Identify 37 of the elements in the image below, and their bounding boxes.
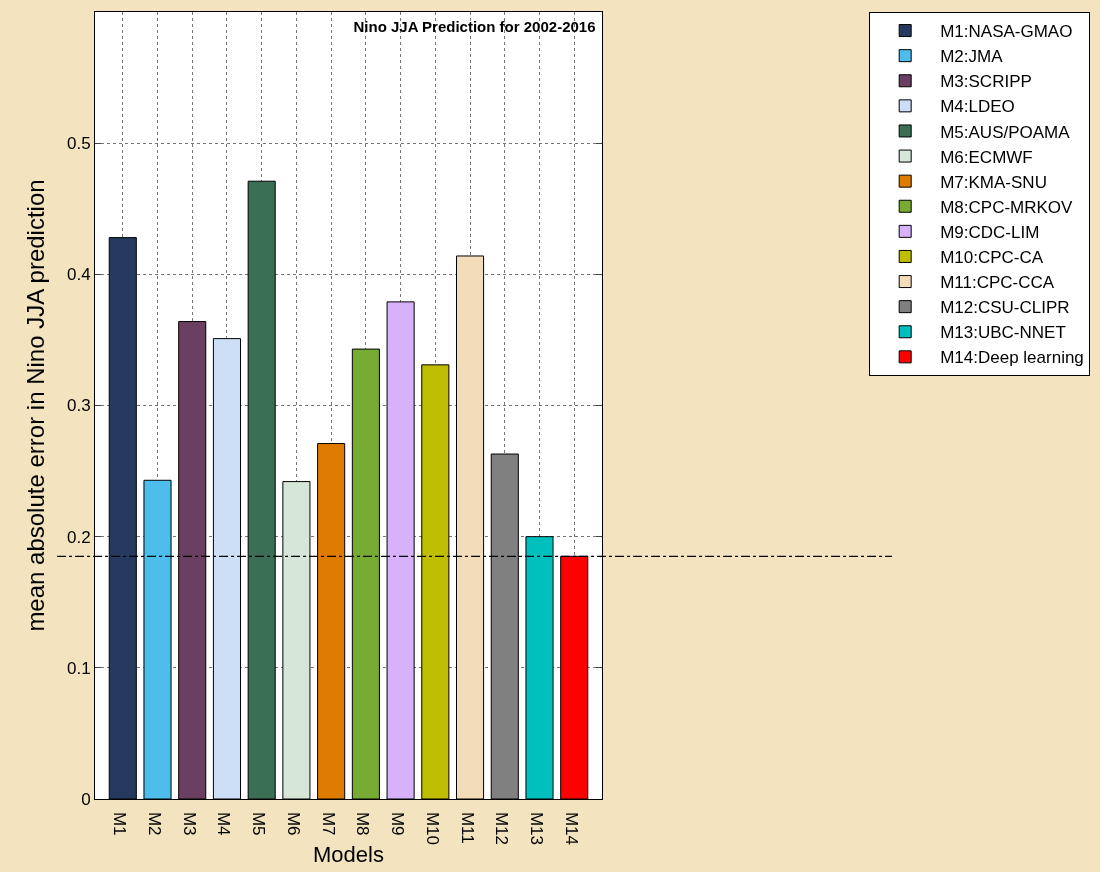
x-tick-label: M6: [283, 811, 303, 836]
legend-label: M4:LDEO: [940, 97, 1015, 117]
legend-label: M8:CPC-MRKOV: [940, 197, 1074, 217]
x-tick-label: M13: [527, 811, 546, 845]
legend-label: M14:Deep learning: [940, 348, 1084, 368]
y-tick-label: 0.3: [66, 396, 91, 416]
x-tick-label: M10: [422, 811, 442, 845]
legend-label: M5:AUS/POAMA: [940, 122, 1071, 142]
x-tick-label: M14: [561, 811, 581, 845]
y-tick-label: 0.2: [66, 527, 91, 547]
x-tick-label: M4: [214, 811, 234, 836]
legend-label: M7:KMA-SNU: [940, 172, 1047, 192]
legend-label: M6:ECMWF: [940, 147, 1033, 167]
legend-label: M13:UBC-NNET: [940, 323, 1066, 343]
legend-label: M9:CDC-LIM: [940, 222, 1040, 242]
legend-label: M10:CPC-CA: [940, 248, 1044, 268]
legend-label: M2:JMA: [940, 47, 1004, 67]
legend-label: M11:CPC-CCA: [940, 273, 1055, 293]
legend-label: M3:SCRIPP: [940, 72, 1032, 92]
legend-label: M12:CSU-CLIPR: [940, 298, 1070, 318]
y-tick-label: 0.4: [66, 265, 91, 285]
y-axis-title: mean absolute error in Nino JJA prediction: [22, 179, 50, 632]
x-tick-label: M3: [179, 811, 199, 836]
chart-title: Nino JJA Prediction for 2002-2016: [353, 18, 596, 36]
x-tick-label: M12: [492, 811, 512, 845]
y-tick-label: 0: [81, 789, 91, 809]
x-axis-title: Models: [313, 841, 384, 867]
x-tick-label: M2: [145, 811, 165, 836]
y-tick-label: 0.1: [66, 658, 91, 678]
x-tick-label: M1: [110, 811, 130, 836]
x-tick-label: M11: [457, 811, 477, 844]
x-tick-label: M7: [318, 811, 338, 836]
x-tick-label: M9: [388, 811, 408, 836]
x-tick-label: M8: [353, 811, 373, 836]
y-tick-label: 0.5: [66, 134, 91, 154]
legend-label: M1:NASA-GMAO: [940, 22, 1073, 42]
x-tick-label: M5: [249, 811, 269, 836]
